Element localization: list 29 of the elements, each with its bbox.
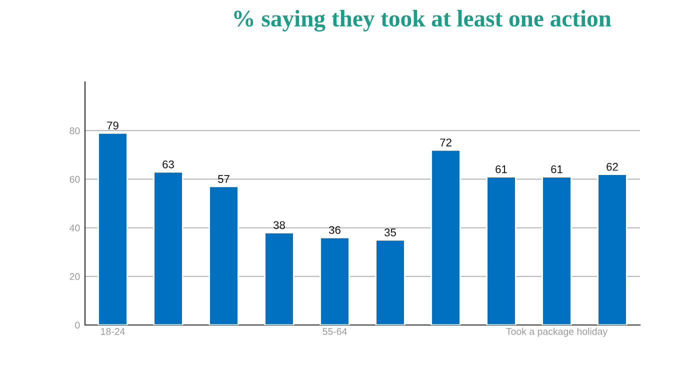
bar — [430, 149, 461, 325]
y-tick-label: 0 — [75, 322, 80, 329]
bar — [542, 176, 572, 325]
bar — [208, 186, 239, 325]
bar — [98, 132, 128, 325]
data-label: 79 — [107, 122, 118, 130]
data-label: 38 — [273, 221, 285, 230]
data-label: 61 — [551, 165, 562, 174]
bar — [486, 176, 516, 325]
x-tick-label: 18-24 — [101, 328, 125, 335]
y-tick-label: 20 — [70, 273, 80, 280]
data-label: 57 — [218, 175, 230, 183]
bar — [597, 174, 628, 325]
x-tick-label: 55-64 — [322, 328, 347, 335]
bar — [320, 236, 350, 325]
bar — [153, 171, 184, 325]
data-label: 61 — [496, 165, 507, 174]
data-label: 35 — [384, 228, 396, 236]
y-tick-label: 80 — [70, 127, 80, 134]
data-label: 63 — [162, 160, 174, 168]
bar — [264, 232, 294, 325]
y-tick-label: 60 — [70, 176, 80, 183]
chart-title: % saying they took at least one action — [234, 10, 612, 32]
y-tick-label: 40 — [70, 224, 80, 232]
bar — [375, 239, 406, 325]
data-label: 62 — [606, 162, 618, 171]
data-label: 72 — [440, 138, 452, 146]
x-tick-label: Took a package holiday — [506, 328, 608, 337]
data-label: 36 — [328, 226, 340, 234]
